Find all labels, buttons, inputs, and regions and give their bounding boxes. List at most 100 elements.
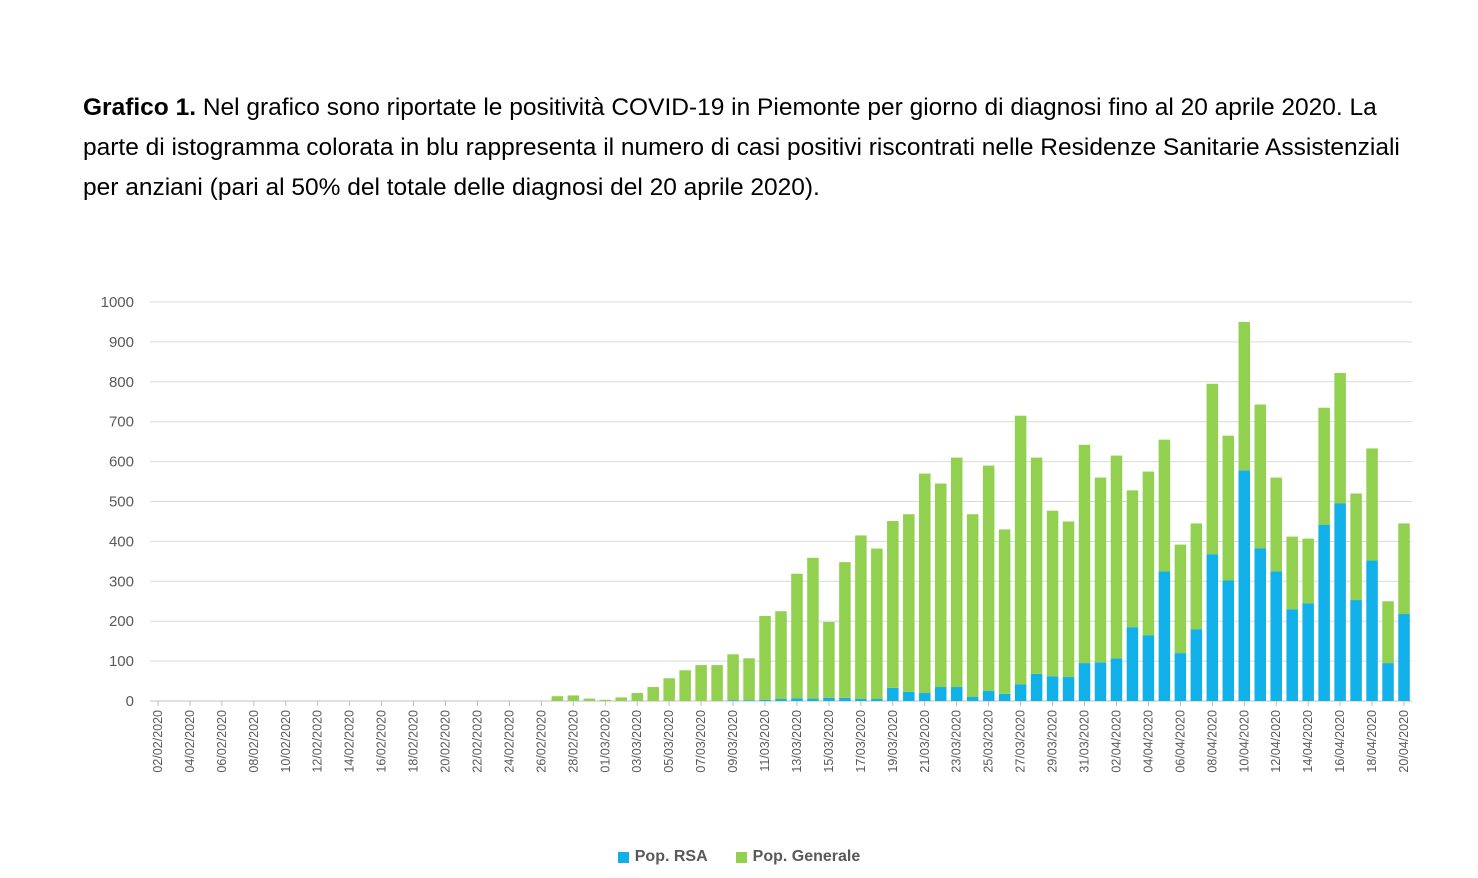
bar-rsa — [1014, 684, 1027, 701]
bar-rsa — [934, 687, 947, 701]
bar-rsa — [1030, 673, 1043, 701]
y-tick-label: 200 — [109, 613, 134, 630]
x-tick-label: 12/04/2020 — [1269, 710, 1283, 773]
x-tick-label: 08/04/2020 — [1205, 710, 1219, 773]
x-tick-label: 01/03/2020 — [598, 710, 612, 773]
x-tick-label: 17/03/2020 — [854, 710, 868, 773]
bar-rsa — [1398, 614, 1410, 701]
bar-generale — [599, 699, 612, 701]
x-tick-label: 23/03/2020 — [950, 710, 964, 773]
bar-rsa — [966, 697, 979, 701]
bar-generale — [583, 698, 596, 701]
x-tick-label: 19/03/2020 — [886, 710, 900, 773]
x-tick-label: 10/04/2020 — [1237, 710, 1251, 773]
x-tick-label: 04/02/2020 — [183, 710, 197, 773]
x-tick-label: 07/03/2020 — [694, 710, 708, 773]
bar-rsa — [998, 693, 1011, 701]
bar-generale — [663, 678, 675, 701]
bar-generale — [1206, 383, 1219, 555]
x-tick-label: 06/04/2020 — [1173, 710, 1187, 773]
x-tick-label: 28/02/2020 — [566, 710, 580, 773]
y-tick-label: 600 — [109, 454, 134, 471]
x-tick-label: 03/03/2020 — [630, 710, 644, 773]
x-tick-label: 14/04/2020 — [1301, 710, 1315, 773]
bar-generale — [1318, 407, 1330, 525]
bar-rsa — [1366, 560, 1378, 701]
bar-generale — [982, 465, 995, 692]
x-tick-label: 31/03/2020 — [1078, 710, 1092, 773]
x-tick-label: 11/03/2020 — [758, 710, 772, 772]
x-tick-label: 10/02/2020 — [279, 710, 293, 773]
bar-rsa — [871, 699, 883, 701]
bar-generale — [1190, 523, 1203, 630]
bar-rsa — [982, 691, 995, 701]
legend-item-rsa: Pop. RSA — [617, 848, 708, 866]
bar-rsa — [1382, 663, 1394, 701]
legend-item-generale: Pop. Generale — [735, 848, 860, 866]
bar-generale — [1222, 435, 1235, 581]
caption-text: Nel grafico sono riportate le positività… — [83, 94, 1400, 201]
bar-generale — [887, 521, 899, 688]
bar-generale — [1030, 457, 1043, 674]
x-tick-label: 16/02/2020 — [375, 710, 389, 773]
bar-generale — [855, 535, 867, 700]
bar-generale — [631, 693, 643, 701]
bar-generale — [647, 687, 659, 701]
x-tick-label: 26/02/2020 — [534, 710, 548, 773]
y-tick-label: 800 — [109, 374, 134, 391]
bar-generale — [966, 514, 979, 698]
bar-rsa — [1174, 653, 1187, 701]
x-tick-label: 08/02/2020 — [247, 710, 261, 773]
bar-generale — [1110, 455, 1123, 659]
bar-generale — [1366, 448, 1378, 561]
bar-generale — [1126, 490, 1139, 628]
bar-rsa — [1078, 663, 1091, 701]
bar-rsa — [727, 700, 739, 701]
legend-label-rsa: Pop. RSA — [634, 848, 708, 865]
bar-rsa — [1190, 629, 1203, 701]
bar-generale — [1062, 521, 1075, 678]
bar-generale — [1286, 536, 1298, 610]
bar-rsa — [1302, 603, 1314, 701]
bar-generale — [1014, 415, 1027, 685]
bar-rsa — [1110, 658, 1123, 701]
x-tick-label: 22/02/2020 — [470, 710, 484, 773]
bar-generale — [1174, 544, 1187, 654]
y-tick-label: 0 — [126, 693, 134, 710]
bar-generale — [919, 473, 931, 694]
bar-generale — [1142, 471, 1155, 636]
bar-rsa — [1350, 600, 1362, 701]
x-tick-label: 09/03/2020 — [726, 710, 740, 773]
bar-generale — [950, 457, 963, 688]
bar-rsa — [823, 697, 835, 701]
x-tick-label: 06/02/2020 — [215, 710, 229, 773]
x-tick-label: 18/04/2020 — [1365, 710, 1379, 773]
bar-generale — [551, 696, 564, 701]
bar-generale — [1254, 404, 1266, 549]
y-tick-label: 400 — [109, 533, 134, 550]
bar-generale — [759, 616, 771, 700]
x-tick-label: 25/03/2020 — [982, 710, 996, 773]
bar-generale — [998, 529, 1011, 694]
bar-generale — [871, 548, 883, 700]
bar-rsa — [1094, 662, 1107, 701]
bar-generale — [903, 514, 915, 692]
bar-generale — [791, 573, 803, 699]
x-tick-label: 29/03/2020 — [1046, 710, 1060, 773]
bar-rsa — [1238, 470, 1251, 701]
bar-rsa — [1046, 676, 1059, 701]
bar-generale — [839, 562, 851, 698]
bar-generale — [1382, 601, 1394, 664]
bar-rsa — [1142, 635, 1155, 701]
y-tick-label: 100 — [109, 653, 134, 670]
x-tick-label: 12/02/2020 — [311, 710, 325, 773]
bar-rsa — [887, 687, 899, 701]
bar-generale — [679, 670, 691, 701]
x-tick-label: 24/02/2020 — [502, 710, 516, 773]
bar-generale — [1398, 523, 1410, 615]
bar-rsa — [1254, 548, 1266, 701]
x-tick-label: 04/04/2020 — [1141, 710, 1155, 773]
x-tick-label: 21/03/2020 — [918, 710, 932, 773]
bar-rsa — [775, 699, 787, 701]
